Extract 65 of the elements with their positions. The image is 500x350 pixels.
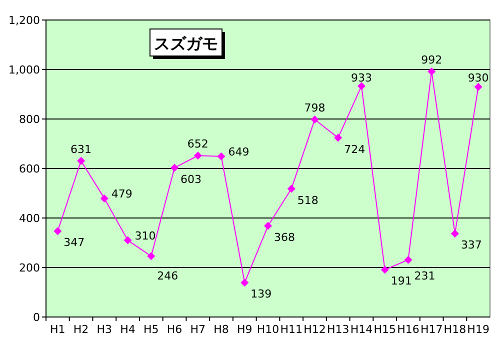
data-label: 368 xyxy=(274,230,295,244)
x-tick-label: H13 xyxy=(326,323,350,336)
y-tick-label: 600 xyxy=(19,162,40,176)
data-label: 310 xyxy=(134,229,156,242)
point xyxy=(147,252,156,260)
point xyxy=(450,230,459,238)
data-label: 231 xyxy=(414,270,436,282)
x-tick-label: H10 xyxy=(256,323,280,336)
y-tick-label: 0 xyxy=(33,311,40,324)
x-tick-label: H4 xyxy=(120,323,136,336)
x-tick-label: H12 xyxy=(304,323,326,336)
x-tick-label: H6 xyxy=(166,323,182,336)
x-tick-label: H17 xyxy=(420,323,443,336)
y-tick-label: 200 xyxy=(19,262,40,274)
point xyxy=(310,115,319,124)
data-label: 992 xyxy=(421,53,442,66)
point xyxy=(357,82,366,90)
x-tick-label: H15 xyxy=(374,323,396,336)
point xyxy=(287,184,296,193)
data-label: 603 xyxy=(180,172,202,186)
x-tick-label: H7 xyxy=(190,323,206,336)
point xyxy=(54,227,62,236)
data-label: 798 xyxy=(304,101,326,114)
point xyxy=(100,194,108,202)
point xyxy=(170,164,179,172)
x-tick-label: H5 xyxy=(144,323,159,336)
x-tick-label: H19 xyxy=(467,323,490,336)
data-label: 933 xyxy=(350,72,372,84)
point xyxy=(404,256,412,264)
data-label: 724 xyxy=(344,142,366,156)
y-tick-label: 800 xyxy=(19,113,40,126)
data-label: 191 xyxy=(390,274,412,288)
data-label: 479 xyxy=(111,187,132,200)
data-label: 337 xyxy=(460,238,482,252)
y-tick-label: 1,200 xyxy=(8,14,40,27)
data-label: 652 xyxy=(187,138,208,151)
data-label: 347 xyxy=(64,236,85,250)
point xyxy=(380,266,389,274)
point xyxy=(264,222,272,230)
point xyxy=(428,67,436,76)
point xyxy=(124,236,132,244)
point xyxy=(194,152,202,160)
point xyxy=(334,134,342,142)
data-label: 631 xyxy=(70,142,92,156)
x-tick-label: H18 xyxy=(444,323,466,336)
data-label: 246 xyxy=(157,270,178,282)
x-tick-label: H14 xyxy=(350,323,373,336)
x-tick-label: H3 xyxy=(96,323,112,336)
x-tick-label: H11 xyxy=(280,323,303,336)
x-tick-label: H2 xyxy=(73,323,89,336)
point xyxy=(240,278,249,287)
y-tick-label: 1,000 xyxy=(8,64,40,76)
point xyxy=(217,152,226,160)
point xyxy=(77,156,86,165)
x-tick-label: H16 xyxy=(397,323,420,336)
data-label: 518 xyxy=(297,194,318,207)
data-label: 139 xyxy=(250,288,272,301)
x-tick-label: H9 xyxy=(236,323,252,336)
data-label: 649 xyxy=(228,145,250,158)
x-tick-label: H8 xyxy=(214,323,229,336)
text: スズガモ xyxy=(154,34,218,53)
y-tick-label: 400 xyxy=(19,212,40,225)
data-label: 930 xyxy=(468,72,489,84)
x-tick-label: H1 xyxy=(50,323,66,336)
point xyxy=(474,82,482,91)
